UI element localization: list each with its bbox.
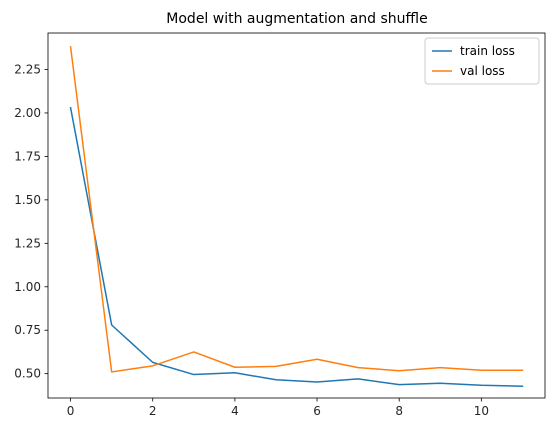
series-line-val-loss (71, 47, 523, 372)
chart-title: Model with augmentation and shuffle (166, 11, 427, 27)
y-tick-label: 2.25 (14, 63, 41, 77)
y-tick-label: 1.00 (14, 280, 41, 294)
y-tick-label: 1.50 (14, 193, 41, 207)
plot-area (48, 33, 545, 398)
x-tick-label: 10 (474, 404, 489, 418)
x-tick-label: 8 (395, 404, 403, 418)
legend-label-train-loss: train loss (460, 44, 515, 58)
legend: train loss val loss (425, 38, 539, 84)
y-tick-label: 2.00 (14, 106, 41, 120)
legend-label-val-loss: val loss (460, 64, 505, 78)
x-tick-label: 0 (67, 404, 75, 418)
series-line-train-loss (71, 108, 523, 386)
y-tick-label: 0.75 (14, 323, 41, 337)
y-axis: 0.50 0.75 1.00 1.25 1.50 1.75 2.00 2.25 (14, 63, 48, 381)
x-tick-label: 2 (149, 404, 157, 418)
x-tick-label: 6 (313, 404, 321, 418)
x-tick-label: 4 (231, 404, 239, 418)
y-tick-label: 1.75 (14, 149, 41, 163)
series-layer (71, 47, 523, 386)
x-axis: 0 2 4 6 8 10 (67, 398, 489, 418)
y-tick-label: 1.25 (14, 236, 41, 250)
y-tick-label: 0.50 (14, 367, 41, 381)
